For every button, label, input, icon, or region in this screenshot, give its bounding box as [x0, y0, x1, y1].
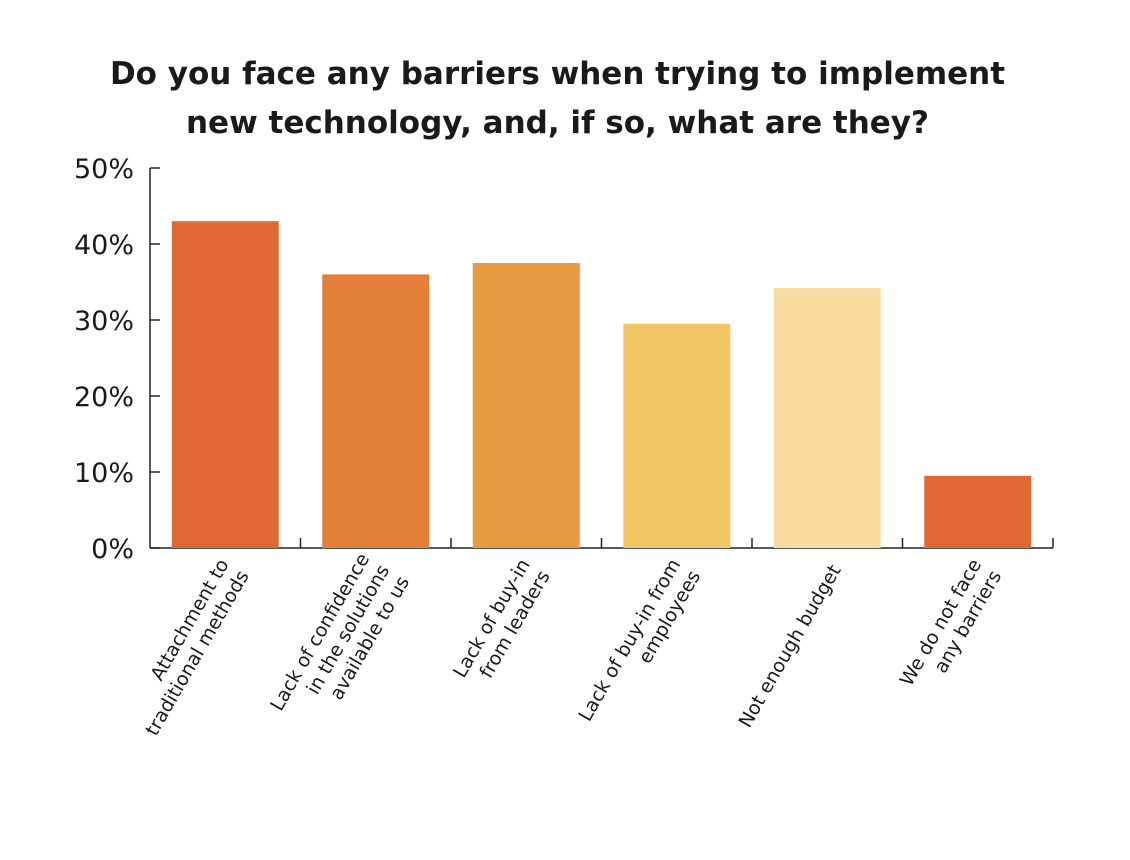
- chart-title-line-2: new technology, and, if so, what are the…: [185, 105, 929, 141]
- category-label: Not enough budget: [734, 561, 845, 732]
- bar: [623, 323, 731, 548]
- y-tick-label: 0%: [91, 534, 134, 565]
- bar: [322, 274, 430, 548]
- category-label-line: Not enough budget: [734, 561, 845, 732]
- chart-title-line-1: Do you face any barriers when trying to …: [109, 56, 1006, 92]
- y-axis: 0% 10% 20% 30% 40% 50%: [74, 154, 160, 565]
- bar: [773, 288, 881, 548]
- y-tick-label: 30%: [74, 306, 134, 337]
- bar: [472, 263, 580, 548]
- chart-title: Do you face any barriers when trying to …: [0, 50, 1115, 148]
- bar: [171, 221, 279, 548]
- bars: [171, 221, 1032, 548]
- y-tick-label: 10%: [74, 458, 134, 489]
- y-tick-label: 50%: [74, 154, 134, 185]
- y-tick-label: 20%: [74, 382, 134, 413]
- y-tick-label: 40%: [74, 230, 134, 261]
- x-axis: [150, 538, 1054, 549]
- bar: [924, 475, 1032, 548]
